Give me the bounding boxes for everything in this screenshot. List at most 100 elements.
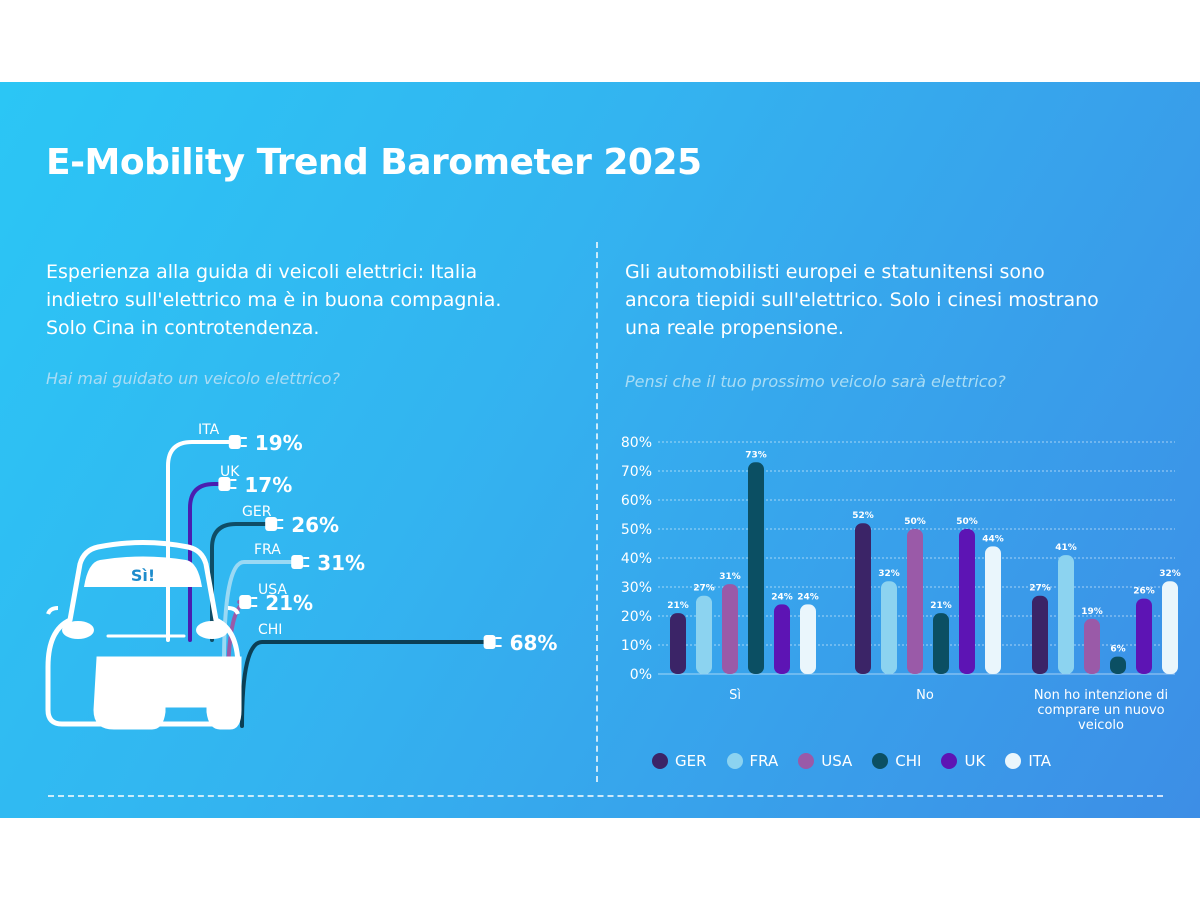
y-tick-label: 30% — [621, 580, 652, 596]
cable-line — [222, 560, 294, 666]
x-tick-label: comprare un nuovo — [1037, 703, 1164, 718]
cable-line — [188, 482, 221, 642]
x-tick-label: Sì — [729, 688, 741, 703]
car-wheels-shape — [93, 656, 242, 730]
cable-value-label: 68% — [510, 631, 558, 655]
bar — [696, 595, 712, 674]
legend-label: USA — [821, 752, 853, 770]
bar — [1110, 656, 1126, 674]
legend-label: FRA — [749, 752, 779, 770]
bar-value-label: 32% — [878, 569, 900, 579]
bar — [722, 584, 738, 674]
bar-value-label: 19% — [1081, 607, 1103, 617]
cable-category-label: USA — [258, 582, 287, 598]
bar-value-label: 26% — [1133, 587, 1155, 597]
legend-item: FRA — [726, 752, 779, 770]
chart-legend: GER FRA USA CHI UK ITA — [652, 752, 1071, 770]
bar-value-label: 27% — [1029, 584, 1051, 594]
y-tick-label: 10% — [621, 638, 652, 654]
bar-value-label: 21% — [667, 601, 689, 611]
car-body — [45, 540, 241, 727]
cable-value-label: 17% — [244, 473, 292, 497]
plug-icon — [483, 635, 502, 649]
car-mirrors — [46, 606, 240, 615]
car-label: Sì! — [131, 566, 155, 585]
bar-value-label: 27% — [693, 584, 715, 594]
plug-icon — [239, 595, 258, 609]
horizontal-divider — [48, 795, 1163, 797]
legend-item: ITA — [1005, 752, 1051, 770]
cable-value-label: 31% — [317, 551, 365, 575]
bar — [800, 604, 816, 674]
right-question: Pensi che il tuo prossimo veicolo sarà e… — [625, 372, 1006, 391]
x-tick-label: No — [916, 688, 934, 703]
bar-value-label: 50% — [956, 517, 978, 527]
bar — [670, 613, 686, 674]
bar — [1084, 618, 1100, 674]
plug-icon — [228, 435, 247, 449]
car-illustration: Sì! — [45, 540, 242, 730]
bar — [1136, 598, 1152, 674]
cable-line — [240, 640, 486, 728]
infographic-panel: E-Mobility Trend Barometer 2025 Esperien… — [0, 82, 1200, 818]
bar — [907, 529, 923, 674]
legend-label: CHI — [895, 752, 922, 770]
left-subtitle: Esperienza alla guida di veicoli elettri… — [46, 258, 501, 342]
cable-category-label: GER — [242, 504, 272, 520]
bar — [1032, 595, 1048, 674]
bar-value-label: 32% — [1159, 569, 1181, 579]
legend-swatch — [941, 753, 958, 769]
y-tick-label: 0% — [630, 667, 652, 683]
y-tick-label: 70% — [621, 464, 652, 480]
bar — [959, 529, 975, 674]
bar — [774, 604, 790, 674]
legend-swatch — [872, 753, 889, 769]
bar-value-label: 6% — [1110, 645, 1125, 655]
bar — [1058, 555, 1074, 674]
bar-value-label: 44% — [982, 534, 1004, 544]
right-subtitle-line: una reale propensione. — [625, 317, 844, 339]
left-subtitle-line: indietro sull'elettrico ma è in buona co… — [46, 289, 502, 311]
legend-item: GER — [652, 752, 707, 770]
plug-icon — [218, 477, 237, 491]
y-tick-label: 80% — [621, 435, 652, 451]
legend-item: CHI — [872, 752, 921, 770]
page-title: E-Mobility Trend Barometer 2025 — [46, 142, 702, 183]
y-tick-label: 60% — [621, 493, 652, 509]
right-subtitle-line: ancora tiepidi sull'elettrico. Solo i ci… — [625, 289, 1099, 311]
plug-icon — [291, 555, 310, 569]
bar — [933, 613, 949, 674]
bar-value-label: 41% — [1055, 543, 1077, 553]
bar-value-label: 24% — [771, 592, 793, 602]
cable-value-label: 21% — [265, 591, 313, 615]
vertical-divider — [596, 242, 598, 782]
legend-item: USA — [798, 752, 852, 770]
bar-value-label: 50% — [904, 517, 926, 527]
bar-value-label: 52% — [852, 511, 874, 521]
y-tick-label: 50% — [621, 522, 652, 538]
left-question: Hai mai guidato un veicolo elettrico? — [46, 369, 340, 388]
y-tick-label: 40% — [621, 551, 652, 567]
right-subtitle: Gli automobilisti europei e statunitensi… — [625, 258, 1099, 342]
x-tick-label: veicolo — [1078, 718, 1124, 733]
legend-swatch — [1005, 753, 1022, 769]
left-subtitle-line: Solo Cina in controtendenza. — [46, 317, 320, 339]
bar — [881, 581, 897, 674]
legend-label: GER — [675, 752, 707, 770]
chart-bars: 21% 52% 27% 27% 32% 41% 31% 50% 19% 73% 21% 6% 24% 50… — [667, 450, 1181, 674]
bar-value-label: 73% — [745, 450, 767, 460]
cable-line — [166, 440, 231, 642]
bar — [1162, 581, 1178, 674]
cable-line — [210, 522, 268, 642]
bar — [855, 523, 871, 674]
cable-category-label: CHI — [258, 622, 282, 638]
bar-value-label: 24% — [797, 592, 819, 602]
legend-label: UK — [964, 752, 986, 770]
grouped-bar-chart: 0% 10% 20% 30% 40% 50% 60% 70% 80% 21% 52% 27% 27% 3… — [621, 435, 1181, 733]
cable-category-label: ITA — [198, 422, 220, 438]
car-windshield — [84, 556, 202, 587]
headlight-right-icon — [196, 621, 228, 639]
